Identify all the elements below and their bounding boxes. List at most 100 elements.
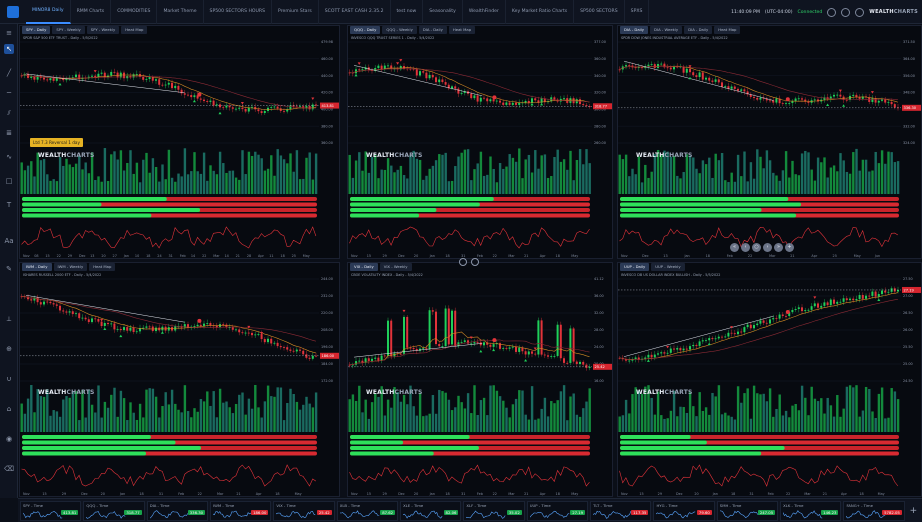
price-chart[interactable]: 27.50 27.00 26.50 26.00 25.50 25.00 24.50 27.19…	[618, 263, 922, 497]
panel-tab[interactable]: IWM - Weekly	[53, 263, 88, 271]
ticker-card[interactable]: SMH - Time 247.05	[716, 501, 779, 521]
panel-tab[interactable]: Heat Map	[714, 26, 741, 34]
volume-bar	[752, 385, 756, 432]
y-axis-label: 244.00	[321, 277, 333, 281]
shape-tool-icon[interactable]: □	[5, 177, 13, 185]
chart-panel[interactable]: 41.1236.0032.0028.0024.0020.0016.0025.42…	[347, 262, 613, 497]
panel-tab[interactable]: UUP - Weekly	[651, 263, 685, 271]
panel-tab[interactable]: Heat Map	[89, 263, 116, 271]
workspace-tab[interactable]: MINOR8 Daily	[26, 0, 71, 24]
trend-line[interactable]	[25, 73, 185, 93]
panel-tab[interactable]: IWM - Daily	[22, 263, 52, 271]
panel-tab[interactable]: VIX - Daily	[350, 263, 378, 271]
ticker-card[interactable]: XLF - Time 35.02	[463, 501, 525, 521]
panel-tab[interactable]: SPY - Weekly	[86, 26, 120, 34]
app-logo[interactable]	[0, 0, 26, 24]
magnet-icon[interactable]: ∪	[6, 375, 12, 383]
cursor-icon[interactable]: ↖	[4, 44, 14, 54]
chart-panel[interactable]: 479.98 460.00 440.00 420.00 400.00 380.00 360.…	[19, 25, 340, 259]
nav-button[interactable]: +	[785, 243, 794, 252]
workspace-tab[interactable]: Seasonality	[423, 0, 463, 24]
workspace-tab[interactable]: Market Theme	[157, 0, 204, 24]
price-chart[interactable]: 244.00 232.00 220.00 208.00 196.00 184.00 172.…	[20, 263, 340, 497]
eye-icon[interactable]: ◉	[5, 435, 13, 443]
trend-line[interactable]	[623, 60, 774, 101]
workspace-tab[interactable]: SCOTT EAST CASH 2.35.2	[319, 0, 391, 24]
panel-tab[interactable]: SPY - Daily	[22, 26, 51, 34]
nav-button[interactable]: ›	[763, 243, 772, 252]
workspace-tab[interactable]: SP500 SECTORS	[574, 0, 625, 24]
ticker-card[interactable]: XLB - Time 87.62	[336, 501, 399, 521]
panel-tab[interactable]: QQQ - Weekly	[382, 26, 417, 34]
ticker-card[interactable]: FANG+ - Time 5782.05	[843, 501, 905, 521]
workspace-tab[interactable]: SP500 SECTORS HOURS	[204, 0, 273, 24]
fib-tool-icon[interactable]: ≣	[6, 129, 12, 137]
workspace-tab[interactable]: test now	[391, 0, 424, 24]
text-tool-icon[interactable]: T	[6, 201, 12, 209]
nav-button[interactable]: ‹	[741, 243, 750, 252]
panel-tab[interactable]: DIA - Daily	[684, 26, 713, 34]
workspace-tab[interactable]: Key Market Ratio Charts	[506, 0, 575, 24]
workspace-tab[interactable]: Premium Stars	[272, 0, 319, 24]
ticker-card[interactable]: SPY - Time 413.81	[20, 501, 82, 521]
annotation-icon[interactable]: Aa	[4, 237, 14, 245]
nav-button[interactable]: »	[774, 243, 783, 252]
panel-tab[interactable]: DIA - Daily	[620, 26, 649, 34]
chart-panel[interactable]: 371.50364.00356.00348.00340.00332.00324.…	[617, 25, 922, 259]
candle	[527, 100, 530, 104]
candle	[489, 99, 492, 102]
panel-tab[interactable]: DIA - Weekly	[650, 26, 683, 34]
volume-bar	[800, 153, 804, 194]
price-chart[interactable]: 377.00 360.00 340.00 320.00 300.00 280.00 260.…	[348, 26, 613, 259]
zoom-icon[interactable]: ⊕	[6, 345, 12, 353]
chart-panel[interactable]: 377.00 360.00 340.00 320.00 300.00 280.00 260.…	[347, 25, 613, 259]
trash-icon[interactable]: ⌫	[4, 465, 14, 473]
curve-tool-icon[interactable]: ∿	[6, 153, 12, 161]
ticker-card[interactable]: XLK - Time 146.23	[780, 501, 842, 521]
trend-line[interactable]	[353, 65, 483, 97]
ticker-card[interactable]: TLT - Time 117.35	[590, 501, 652, 521]
horizontal-line-icon[interactable]: ─	[6, 89, 12, 97]
panel-tab[interactable]: SPY - Weekly	[52, 26, 85, 34]
help-icon[interactable]	[841, 7, 851, 17]
panel-tab[interactable]: Heat Map	[448, 26, 476, 34]
user-icon[interactable]	[855, 7, 865, 17]
workspace-tab[interactable]: WealthFinder	[463, 0, 506, 24]
ticker-card[interactable]: HYG - Time 79.60	[653, 501, 715, 521]
price-chart[interactable]: 41.1236.0032.0028.0024.0020.0016.0025.42…	[348, 263, 613, 497]
lock-icon[interactable]: ⌂	[6, 405, 12, 413]
trend-line[interactable]	[25, 295, 185, 323]
panel-tab[interactable]: VIX - Weekly	[379, 263, 412, 271]
trend-line[interactable]	[353, 343, 483, 358]
ticker-card[interactable]: UUP - Time 27.19	[526, 501, 589, 521]
price-chart[interactable]: 371.50364.00356.00348.00340.00332.00324.…	[618, 26, 922, 259]
ticker-card[interactable]: IWM - Time 186.00	[210, 501, 272, 521]
split-handle-right[interactable]	[471, 258, 479, 266]
ruler-icon[interactable]: ⟂	[6, 314, 12, 323]
split-handle-left[interactable]	[459, 258, 467, 266]
candle	[588, 105, 591, 107]
workspace-tab[interactable]: RMM Charts	[71, 0, 112, 24]
panel-tab[interactable]: Heat Map	[121, 26, 148, 34]
brush-tool-icon[interactable]: ✎	[6, 265, 12, 273]
ticker-card[interactable]: XLE - Time 82.06	[400, 501, 462, 521]
workspace-tab[interactable]: SPXS	[625, 0, 650, 24]
panel-tab[interactable]: QQQ - Daily	[350, 26, 381, 34]
trend-line[interactable]	[623, 315, 774, 357]
add-ticker-button[interactable]: +	[909, 506, 918, 516]
channel-tool-icon[interactable]: ⫽	[7, 108, 11, 117]
chart-panel[interactable]: 244.00 232.00 220.00 208.00 196.00 184.00 172.…	[19, 262, 340, 497]
panel-tab[interactable]: DIA - Daily	[418, 26, 447, 34]
chart-panel[interactable]: 27.50 27.00 26.50 26.00 25.50 25.00 24.50 27.19…	[617, 262, 922, 497]
panel-tab[interactable]: UUP - Daily	[620, 263, 650, 271]
nav-button[interactable]: ○	[752, 243, 761, 252]
ticker-card[interactable]: QQQ - Time 318.77	[83, 501, 145, 521]
ticker-card[interactable]: VIX - Time 25.42	[273, 501, 335, 521]
menu-icon[interactable]: ≡	[6, 29, 12, 37]
ticker-card[interactable]: DIA - Time 336.30	[146, 501, 209, 521]
price-chart[interactable]: 479.98 460.00 440.00 420.00 400.00 380.00 360.…	[20, 26, 340, 259]
line-tool-icon[interactable]: ╱	[6, 69, 12, 77]
settings-icon[interactable]	[827, 7, 837, 17]
workspace-tab[interactable]: COMMODITIES	[111, 0, 158, 24]
nav-button[interactable]: «	[730, 243, 739, 252]
